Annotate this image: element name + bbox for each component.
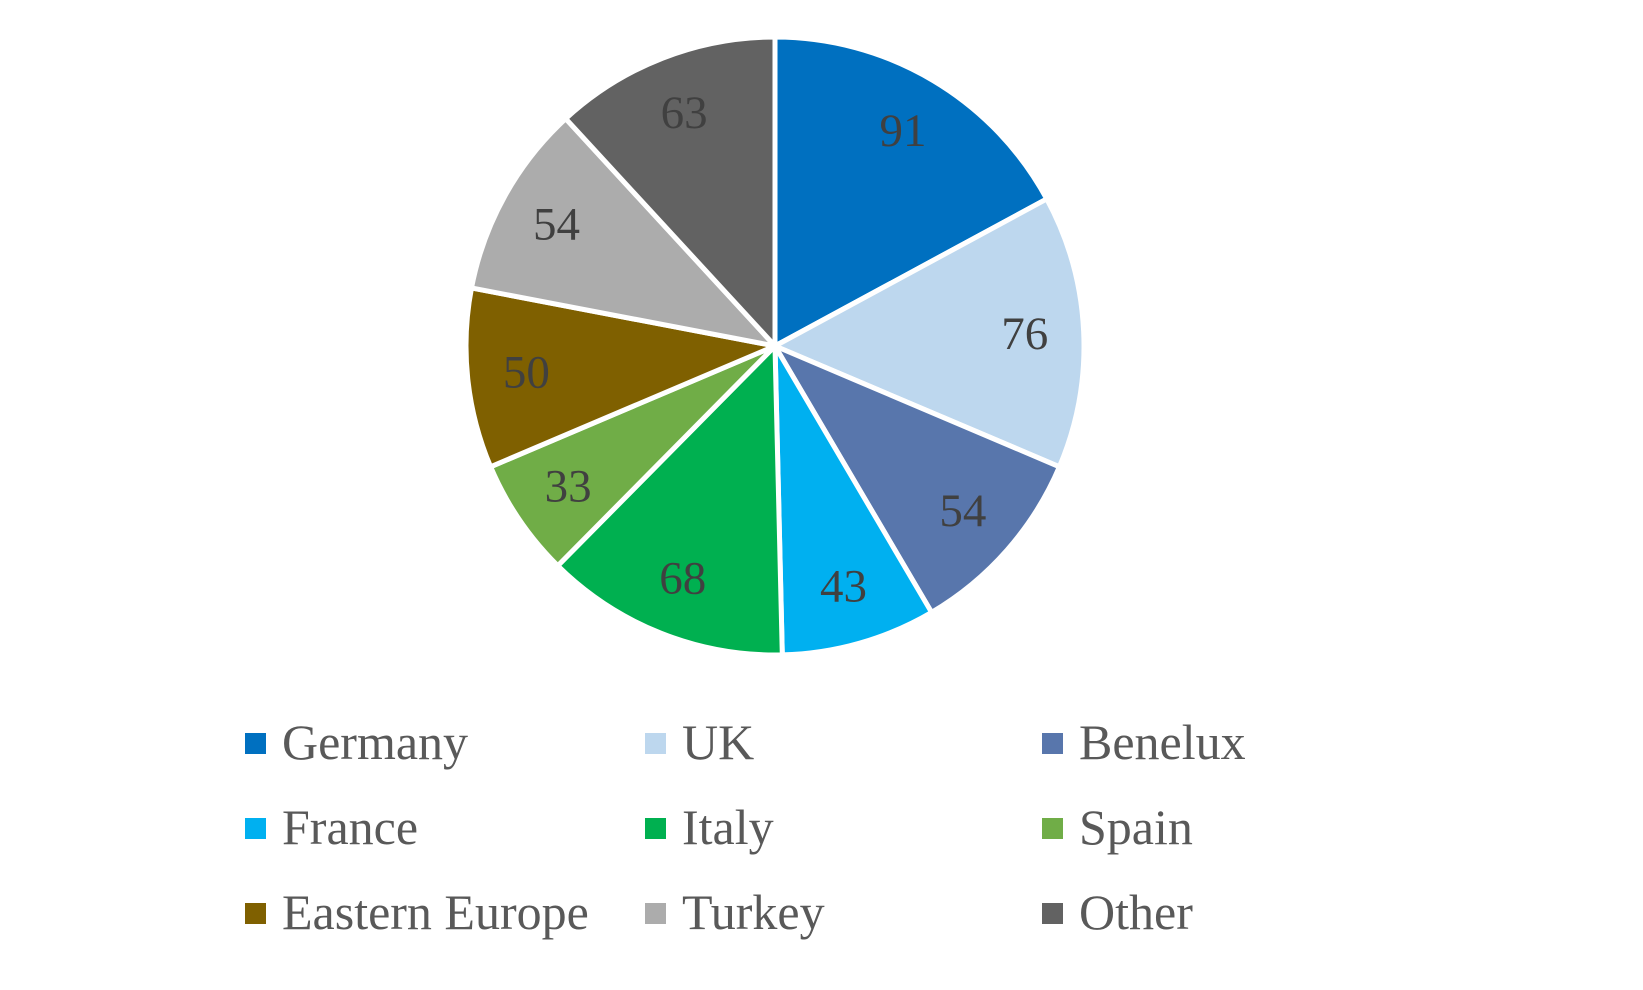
- legend-swatch-italy-icon: [645, 817, 666, 839]
- legend-label-benelux: Benelux: [1079, 714, 1246, 770]
- legend-item-germany: Germany: [245, 712, 645, 772]
- legend-swatch-germany-icon: [245, 732, 266, 754]
- pie-slice-italy: [555, 343, 785, 658]
- data-label-benelux: 54: [939, 485, 986, 537]
- legend-swatch-eastern-europe-icon: [245, 902, 266, 924]
- legend-label-eastern-europe: Eastern Europe: [282, 884, 589, 940]
- data-label-other: 63: [661, 87, 708, 139]
- legend-item-france: France: [245, 797, 645, 857]
- pie-slice-other: [563, 34, 778, 349]
- legend-item-italy: Italy: [645, 797, 1042, 857]
- legend-label-italy: Italy: [682, 799, 774, 855]
- pie-slice-germany: [772, 34, 1050, 349]
- data-label-turkey: 54: [533, 198, 580, 250]
- legend-label-germany: Germany: [282, 714, 469, 770]
- legend-item-eastern-europe: Eastern Europe: [245, 882, 645, 942]
- legend-item-benelux: Benelux: [1042, 712, 1605, 772]
- data-label-germany: 91: [879, 105, 926, 157]
- pie-slice-turkey: [469, 116, 778, 349]
- legend-swatch-uk-icon: [645, 732, 666, 754]
- legend-label-france: France: [282, 799, 419, 855]
- legend-item-spain: Spain: [1042, 797, 1605, 857]
- pie-slice-benelux: [772, 343, 1062, 615]
- pie-slice-uk: [772, 196, 1087, 470]
- legend-item-turkey: Turkey: [645, 882, 1042, 942]
- legend-label-other: Other: [1079, 884, 1193, 940]
- data-label-eastern-europe: 50: [503, 347, 550, 399]
- legend-label-turkey: Turkey: [682, 884, 825, 940]
- legend-swatch-other-icon: [1042, 902, 1063, 924]
- legend-swatch-benelux-icon: [1042, 732, 1063, 754]
- pie-slice-france: [772, 343, 935, 658]
- data-label-spain: 33: [545, 460, 592, 512]
- data-label-france: 43: [820, 560, 867, 612]
- legend-item-uk: UK: [645, 712, 1042, 772]
- legend-swatch-turkey-icon: [645, 902, 666, 924]
- legend-label-uk: UK: [682, 714, 755, 770]
- legend-swatch-france-icon: [245, 817, 266, 839]
- legend-label-spain: Spain: [1079, 799, 1193, 855]
- data-label-uk: 76: [1001, 308, 1048, 360]
- data-label-italy: 68: [659, 552, 706, 604]
- legend-swatch-spain-icon: [1042, 817, 1063, 839]
- chart-legend: Germany UK Benelux France Italy Spain Eastern …: [245, 712, 1605, 942]
- legend-item-other: Other: [1042, 882, 1605, 942]
